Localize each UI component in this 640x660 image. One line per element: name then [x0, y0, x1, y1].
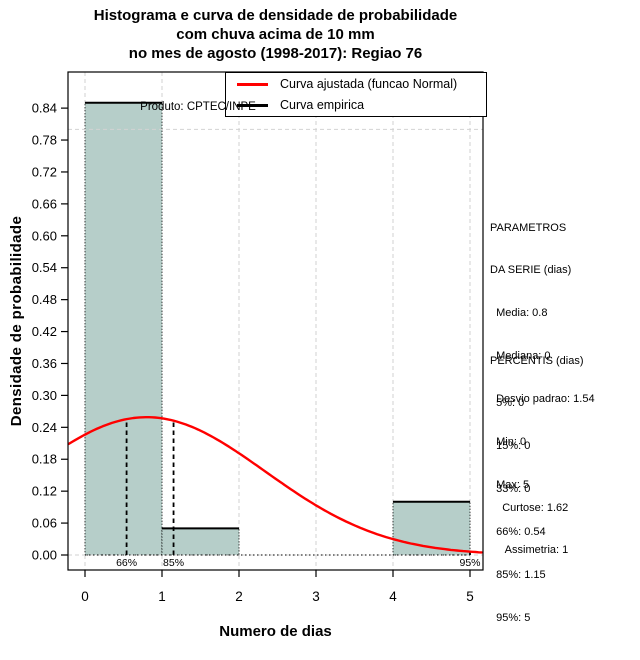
x-tick-label: 2 — [235, 589, 243, 604]
chart-title-line2: com chuva acima de 10 mm — [176, 26, 375, 43]
panel-line: PARAMETROS — [490, 221, 567, 234]
panel-line: 66%: 0.54 — [490, 526, 546, 539]
panel-line: 85%: 1.15 — [490, 569, 546, 582]
panel-line: Curtose: 1.62 — [490, 501, 569, 514]
y-tick-label: 0.54 — [32, 260, 57, 275]
legend-item-fitted-curve: Curva ajustada (funcao Normal) — [237, 74, 486, 94]
x-tick-label: 0 — [81, 589, 89, 604]
panel-line: Max: 5 — [490, 478, 530, 491]
y-tick-label: 0.00 — [32, 548, 57, 563]
empirical-curve-swatch — [237, 103, 268, 107]
panel-line: 33%: 0 — [490, 483, 531, 496]
y-tick-label: 0.24 — [32, 420, 57, 435]
x-tick-label: 3 — [312, 589, 320, 604]
x-tick-label: 4 — [389, 589, 397, 604]
y-axis-title: Densidade de probabilidade — [8, 215, 25, 427]
panel-line: Media: 0.8 — [490, 307, 548, 320]
y-tick-label: 0.66 — [32, 196, 57, 211]
chart-title-line3: no mes de agosto (1998-2017): Regiao 76 — [128, 45, 423, 62]
x-tick-label: 5 — [466, 589, 474, 604]
y-tick-label: 0.60 — [32, 228, 57, 243]
panel-line: Mediana: 0 — [490, 350, 551, 363]
y-tick-label: 0.12 — [32, 484, 57, 499]
y-tick-label: 0.42 — [32, 324, 57, 339]
fitted-density-curve — [67, 416, 483, 554]
panel-line: DA SERIE (dias) — [490, 264, 572, 277]
fitted-curve-swatch — [237, 82, 268, 86]
legend: Curva ajustada (funcao Normal) Curva emp… — [225, 72, 487, 117]
y-tick-label: 0.84 — [32, 101, 57, 116]
percentiles-panel: PERCENTIS (dias) 5%: 0 15%: 0 33%: 0 66%… — [490, 325, 584, 654]
series-parameters-panel: PARAMETROS DA SERIE (dias) Media: 0.8 Me… — [490, 192, 595, 521]
legend-item-empirical-curve: Curva empirica — [237, 95, 486, 115]
chart-title-line1: Histograma e curva de densidade de proba… — [93, 7, 458, 24]
x-tick-label: 1 — [158, 589, 166, 604]
legend-label-empirical-curve: Curva empirica — [280, 98, 365, 112]
produto-label: Produto: CPTEC/INPE — [140, 101, 256, 113]
panel-line: PERCENTIS (dias) — [490, 354, 584, 367]
moments-panel: Curtose: 1.62 Assimetria: 1 — [490, 472, 568, 586]
histogram-bar — [84, 102, 163, 556]
y-tick-label: 0.06 — [32, 516, 57, 531]
panel-line: 5%: 0 — [490, 397, 525, 410]
histogram-bar — [161, 527, 240, 556]
y-tick-label: 0.36 — [32, 356, 57, 371]
percentile-label: 95% — [459, 557, 480, 569]
y-tick-label: 0.30 — [32, 388, 57, 403]
percentile-label: 85% — [163, 557, 184, 569]
chart-title: Histograma e curva de densidade de proba… — [0, 6, 551, 63]
legend-label-fitted-curve: Curva ajustada (funcao Normal) — [280, 77, 458, 91]
y-tick-label: 0.78 — [32, 133, 57, 148]
y-tick-label: 0.48 — [32, 292, 57, 307]
panel-line: Desvio padrao: 1.54 — [490, 393, 595, 406]
panel-line: 95%: 5 — [490, 611, 531, 624]
panel-line: Min: 0 — [490, 436, 527, 449]
panel-line: 15%: 0 — [490, 440, 531, 453]
percentile-label: 66% — [116, 557, 137, 569]
panel-line: Assimetria: 1 — [490, 544, 569, 557]
y-tick-label: 0.72 — [32, 164, 57, 179]
y-tick-label: 0.18 — [32, 452, 57, 467]
x-axis-title: Numero de dias — [219, 623, 332, 640]
